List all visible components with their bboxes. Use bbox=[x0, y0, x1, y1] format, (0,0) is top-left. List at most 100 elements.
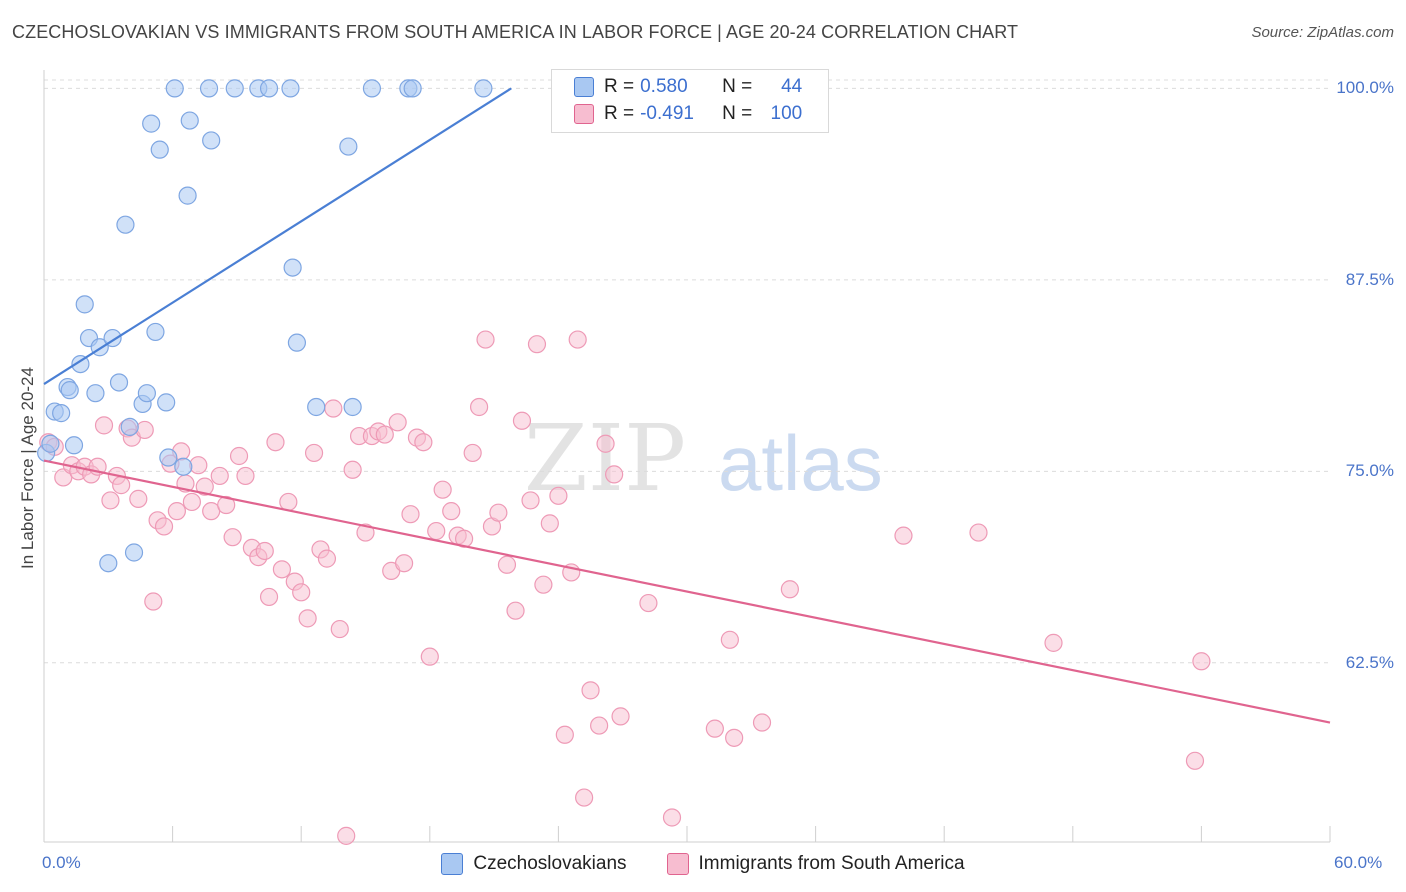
immigrants-point bbox=[388, 413, 407, 432]
immigrants-point bbox=[266, 433, 285, 452]
y-tick-label-100: 100.0% bbox=[1336, 78, 1394, 98]
blue-swatch-icon bbox=[441, 853, 464, 875]
immigrants-point bbox=[317, 549, 337, 568]
czechoslovakians-point bbox=[41, 434, 60, 453]
czechoslovakians-point bbox=[287, 333, 307, 352]
czechoslovakians-point bbox=[52, 404, 71, 423]
immigrants-point bbox=[639, 593, 658, 613]
immigrants-point bbox=[356, 523, 375, 542]
immigrants-point bbox=[705, 719, 724, 738]
immigrants-point bbox=[605, 465, 624, 484]
immigrants-point bbox=[442, 502, 461, 521]
immigrants-point bbox=[144, 592, 163, 611]
czechoslovakians-point bbox=[75, 295, 94, 314]
immigrants-point bbox=[427, 521, 446, 541]
immigrants-point bbox=[236, 466, 255, 486]
immigrants-point bbox=[337, 826, 356, 845]
legend: Czechoslovakians Immigrants from South A… bbox=[0, 853, 1406, 875]
immigrants-point bbox=[1044, 633, 1063, 652]
immigrants-point bbox=[414, 433, 433, 452]
czechoslovakians-point bbox=[142, 114, 161, 133]
series-immigrants-from-south-america bbox=[39, 330, 1211, 845]
immigrants-point bbox=[463, 443, 482, 463]
immigrants-point bbox=[725, 728, 744, 747]
x-tick-label-max: 60.0% bbox=[1334, 853, 1383, 872]
pink-swatch-icon bbox=[574, 104, 594, 124]
immigrants-point bbox=[375, 425, 394, 444]
blue-swatch-icon bbox=[574, 77, 594, 97]
immigrants-point bbox=[476, 330, 495, 349]
immigrants-trend-line bbox=[43, 459, 1331, 724]
immigrants-point bbox=[596, 434, 615, 453]
czechoslovakians-point bbox=[99, 554, 118, 573]
czechoslovakians-point bbox=[202, 131, 221, 150]
y-tick-label-87-5: 87.5% bbox=[1345, 269, 1394, 289]
stats-row-immigrants: R = -0.491 N = 100 bbox=[574, 102, 802, 126]
immigrants-point bbox=[401, 505, 420, 524]
immigrants-point bbox=[720, 630, 739, 649]
immigrants-point bbox=[272, 560, 292, 579]
immigrants-point bbox=[1185, 751, 1205, 770]
immigrants-point bbox=[292, 583, 311, 602]
r-value: 0.580 bbox=[640, 76, 688, 97]
immigrants-point bbox=[611, 707, 630, 726]
czechoslovakians-point bbox=[146, 322, 165, 342]
immigrants-point bbox=[217, 495, 236, 515]
r-value: -0.491 bbox=[640, 103, 694, 124]
czechoslovakians-point bbox=[362, 79, 382, 98]
czechoslovakians-point bbox=[174, 457, 193, 476]
immigrants-point bbox=[279, 492, 298, 512]
grid-lines bbox=[44, 79, 1330, 664]
immigrants-point bbox=[255, 541, 274, 561]
immigrants-point bbox=[549, 486, 568, 505]
immigrants-point bbox=[969, 523, 988, 542]
legend-item-czechoslovakians: Czechoslovakians bbox=[441, 853, 627, 875]
legend-label: Immigrants from South America bbox=[698, 853, 965, 874]
immigrants-point bbox=[527, 335, 547, 354]
immigrants-point bbox=[298, 609, 317, 628]
n-label: N = bbox=[722, 103, 753, 124]
y-tick-label-75: 75.0% bbox=[1345, 461, 1394, 481]
czechoslovakians-point bbox=[225, 79, 244, 98]
n-value: 44 bbox=[781, 76, 803, 97]
immigrants-point bbox=[555, 725, 574, 744]
czechoslovakians-point bbox=[180, 111, 199, 130]
czechoslovakians-point bbox=[343, 397, 362, 417]
legend-item-immigrants: Immigrants from South America bbox=[666, 853, 965, 875]
immigrants-point bbox=[894, 526, 913, 545]
czechoslovakians-point bbox=[64, 436, 84, 455]
immigrants-point bbox=[135, 420, 154, 440]
czechoslovakians-point bbox=[199, 79, 219, 98]
immigrants-point bbox=[210, 466, 229, 486]
czechoslovakians-point bbox=[137, 384, 156, 403]
correlation-stats-box: R = 0.580 N = 44 R = -0.491 N = 100 bbox=[551, 69, 829, 133]
immigrants-point bbox=[780, 580, 799, 599]
immigrants-point bbox=[506, 601, 525, 620]
immigrants-point bbox=[534, 575, 553, 594]
immigrants-point bbox=[540, 514, 559, 533]
immigrants-point bbox=[167, 502, 186, 521]
immigrants-point bbox=[521, 491, 540, 510]
czechoslovakians-point bbox=[259, 79, 279, 98]
immigrants-point bbox=[420, 647, 439, 666]
stats-row-czechoslovakians: R = 0.580 N = 44 bbox=[574, 75, 802, 99]
immigrants-point bbox=[394, 554, 414, 573]
immigrants-point bbox=[568, 330, 587, 349]
watermark-atlas: atlas bbox=[718, 419, 883, 507]
n-value: 100 bbox=[770, 103, 803, 124]
immigrants-point bbox=[497, 555, 517, 574]
immigrants-point bbox=[512, 411, 532, 430]
immigrants-point bbox=[94, 416, 114, 435]
immigrants-point bbox=[575, 788, 594, 807]
immigrants-point bbox=[581, 681, 600, 700]
czechoslovakians-point bbox=[281, 79, 300, 98]
czechoslovakians-point bbox=[60, 381, 79, 400]
immigrants-point bbox=[1192, 652, 1211, 671]
czechoslovakians-point bbox=[71, 354, 90, 374]
czechoslovakians-point bbox=[109, 373, 129, 392]
czechoslovakians-trend-line bbox=[43, 87, 512, 385]
series-czechoslovakians bbox=[37, 79, 493, 573]
immigrants-point bbox=[229, 446, 249, 466]
trend-lines bbox=[43, 87, 1331, 724]
